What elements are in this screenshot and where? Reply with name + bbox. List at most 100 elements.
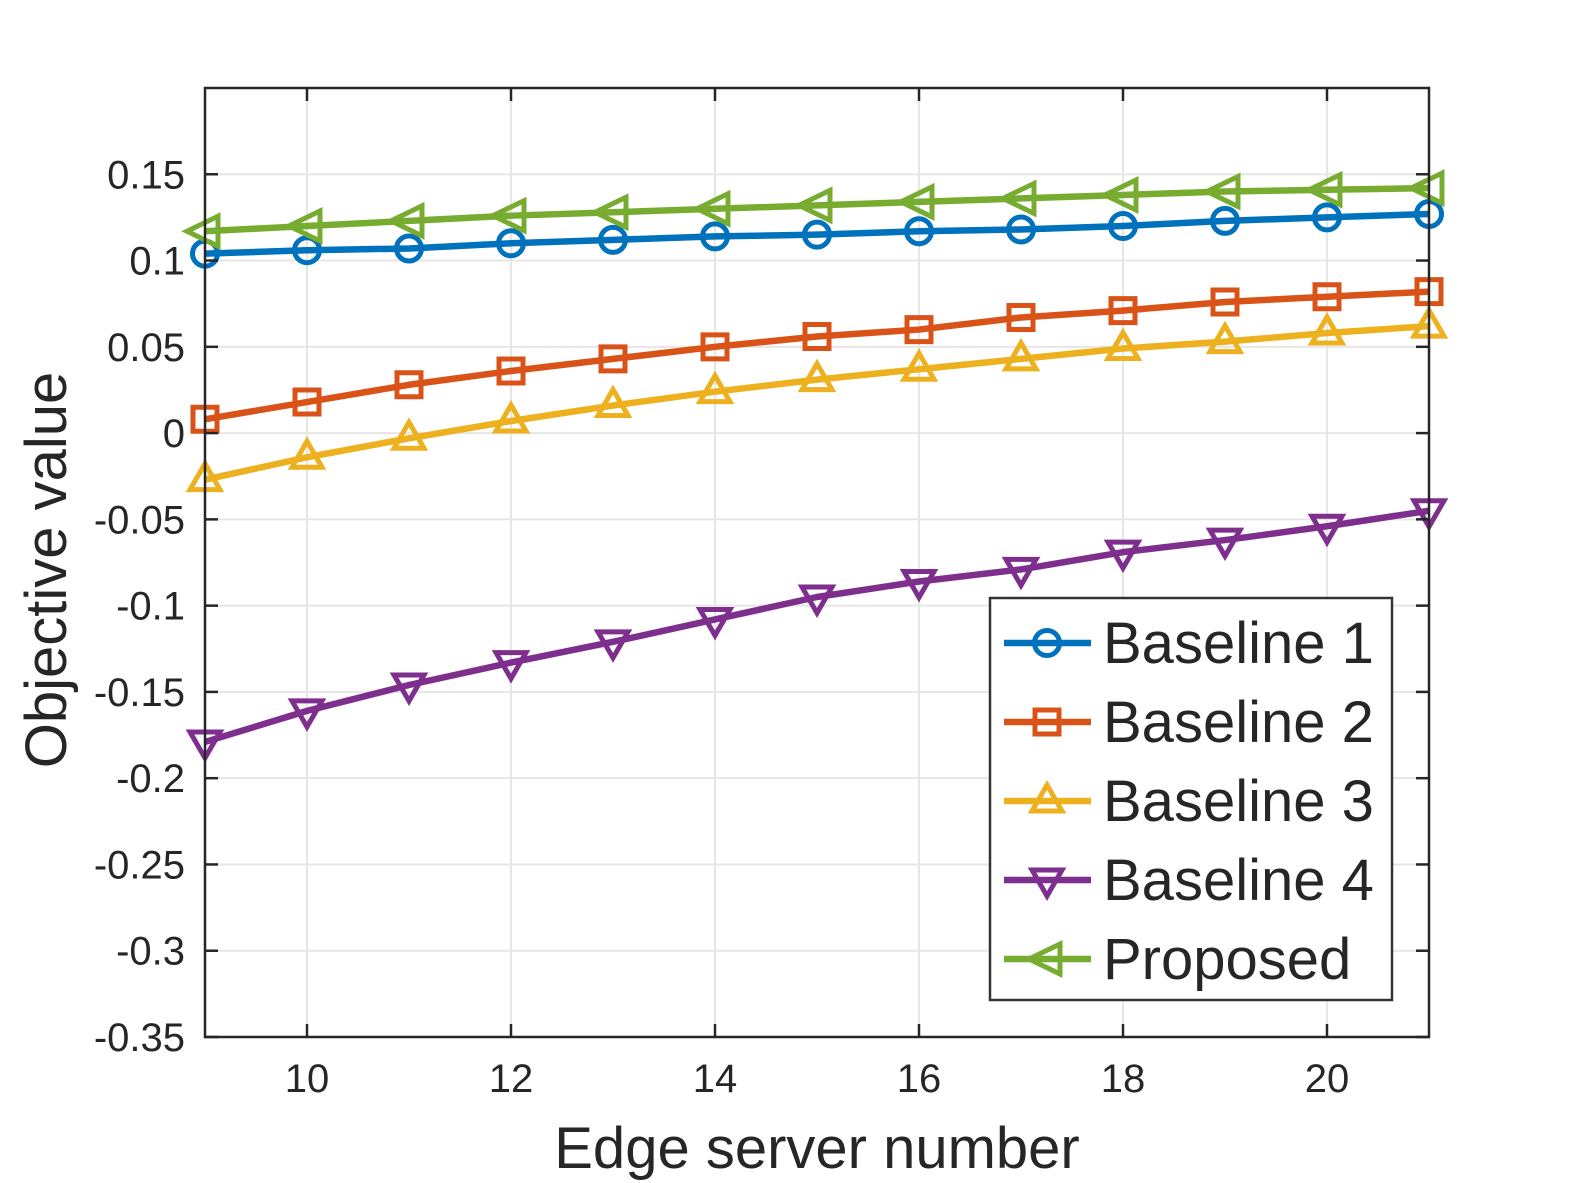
legend-label: Baseline 4: [1103, 848, 1374, 913]
series-line-baseline-4: [204, 507, 1430, 746]
y-tick-label: -0.2: [116, 757, 185, 801]
legend-label: Baseline 1: [1103, 611, 1374, 676]
legend-label: Proposed: [1103, 927, 1351, 992]
triangle-down-marker: [593, 629, 633, 663]
triangle-left-marker: [997, 179, 1037, 218]
circle-marker: [1108, 211, 1138, 242]
y-tick-label: 0.1: [129, 240, 185, 284]
circle-marker: [394, 233, 424, 264]
triangle-left-marker: [487, 196, 527, 235]
legend-triangle-up-marker: [1027, 779, 1067, 814]
triangle-left-marker: [793, 186, 833, 225]
legend-label: Baseline 2: [1103, 690, 1374, 755]
square-marker: [394, 370, 424, 400]
x-tick-label: 14: [693, 1057, 738, 1101]
tick-label-layer: 10 12 14 16 18 20 -0.35 -0.3 -0.25 -0.2 -0.15 -0.1 -…: [94, 153, 1349, 1101]
triangle-left-marker: [691, 189, 731, 228]
square-marker: [1210, 287, 1240, 317]
triangle-left-marker: [283, 207, 323, 246]
y-tick-label: 0.15: [107, 153, 185, 197]
circle-marker: [496, 228, 526, 259]
triangle-left-marker: [1405, 169, 1445, 208]
triangle-left-marker: [1303, 170, 1343, 209]
square-marker: [1414, 277, 1444, 307]
circle-marker: [598, 224, 628, 255]
triangle-up-marker: [491, 400, 531, 434]
triangle-left-marker: [1099, 175, 1139, 214]
triangle-down-marker: [797, 584, 837, 619]
square-marker: [1006, 302, 1036, 332]
y-tick-label: -0.1: [116, 585, 185, 629]
circle-marker: [1210, 205, 1240, 236]
triangle-up-marker: [695, 370, 735, 405]
circle-marker: [904, 216, 934, 247]
triangle-down-marker: [695, 606, 735, 641]
legend: Baseline 1 Baseline 2 Baseline 3 Baseline 4…: [988, 596, 1394, 1002]
y-tick-label: -0.05: [94, 498, 185, 542]
square-marker: [904, 315, 934, 345]
square-marker: [598, 344, 628, 374]
triangle-up-marker: [1205, 320, 1245, 355]
x-axis-label: Edge server number: [554, 1116, 1079, 1181]
legend-square-marker: [1032, 707, 1062, 737]
triangle-up-marker: [1307, 312, 1347, 346]
triangle-down-marker: [1001, 556, 1041, 591]
y-tick-label: -0.15: [94, 671, 185, 715]
series-line-baseline-2: [204, 288, 1430, 423]
x-tick-label: 16: [897, 1057, 942, 1101]
square-marker: [802, 321, 832, 351]
square-marker: [496, 356, 526, 386]
x-tick-label: 12: [489, 1057, 534, 1101]
triangle-up-marker: [899, 348, 939, 382]
legend-triangle-left-marker: [1023, 940, 1063, 978]
triangle-down-marker: [1103, 539, 1143, 574]
square-marker: [1108, 296, 1138, 326]
triangle-left-marker: [385, 201, 425, 240]
square-marker: [700, 332, 730, 362]
axes-layer: [203, 86, 1431, 1039]
y-tick-label: -0.25: [94, 843, 185, 887]
legend-label: Baseline 3: [1103, 769, 1374, 834]
triangle-down-marker: [287, 698, 327, 732]
y-tick-label: 0.05: [107, 326, 185, 370]
triangle-left-marker: [181, 212, 221, 251]
circle-marker: [1312, 202, 1342, 233]
square-marker: [190, 404, 220, 434]
triangle-left-marker: [1201, 172, 1241, 211]
circle-marker: [1006, 214, 1036, 245]
triangle-up-marker: [287, 436, 327, 470]
series-line-proposed: [204, 184, 1430, 235]
x-tick-label: 20: [1305, 1057, 1350, 1101]
x-tick-label: 10: [285, 1057, 330, 1101]
square-marker: [1312, 282, 1342, 312]
triangle-down-marker: [899, 568, 939, 603]
triangle-down-marker: [389, 672, 429, 707]
triangle-down-marker: [1307, 513, 1347, 548]
x-tick-label: 18: [1101, 1057, 1146, 1101]
triangle-up-marker: [593, 384, 633, 418]
legend-triangle-down-marker: [1027, 867, 1067, 902]
axes-box: [203, 86, 1431, 1039]
circle-marker: [292, 235, 322, 266]
y-axis-label: Objective value: [14, 372, 79, 769]
triangle-left-marker: [895, 182, 935, 221]
circle-marker: [802, 219, 832, 250]
y-tick-label: 0: [163, 412, 185, 456]
series-line-baseline-1: [204, 210, 1430, 257]
triangle-up-marker: [797, 358, 837, 393]
triangle-up-marker: [1103, 327, 1143, 362]
square-marker: [292, 387, 322, 417]
grid-layer: [205, 88, 1429, 1038]
circle-marker: [700, 221, 730, 252]
series-line-baseline-3: [204, 322, 1430, 483]
legend-circle-marker: [1032, 628, 1062, 658]
y-tick-label: -0.3: [116, 930, 185, 974]
triangle-up-marker: [389, 417, 429, 451]
triangle-up-marker: [1001, 337, 1041, 372]
y-tick-label: -0.35: [94, 1016, 185, 1060]
triangle-left-marker: [589, 193, 629, 232]
triangle-down-marker: [1205, 527, 1245, 562]
triangle-down-marker: [491, 650, 531, 684]
